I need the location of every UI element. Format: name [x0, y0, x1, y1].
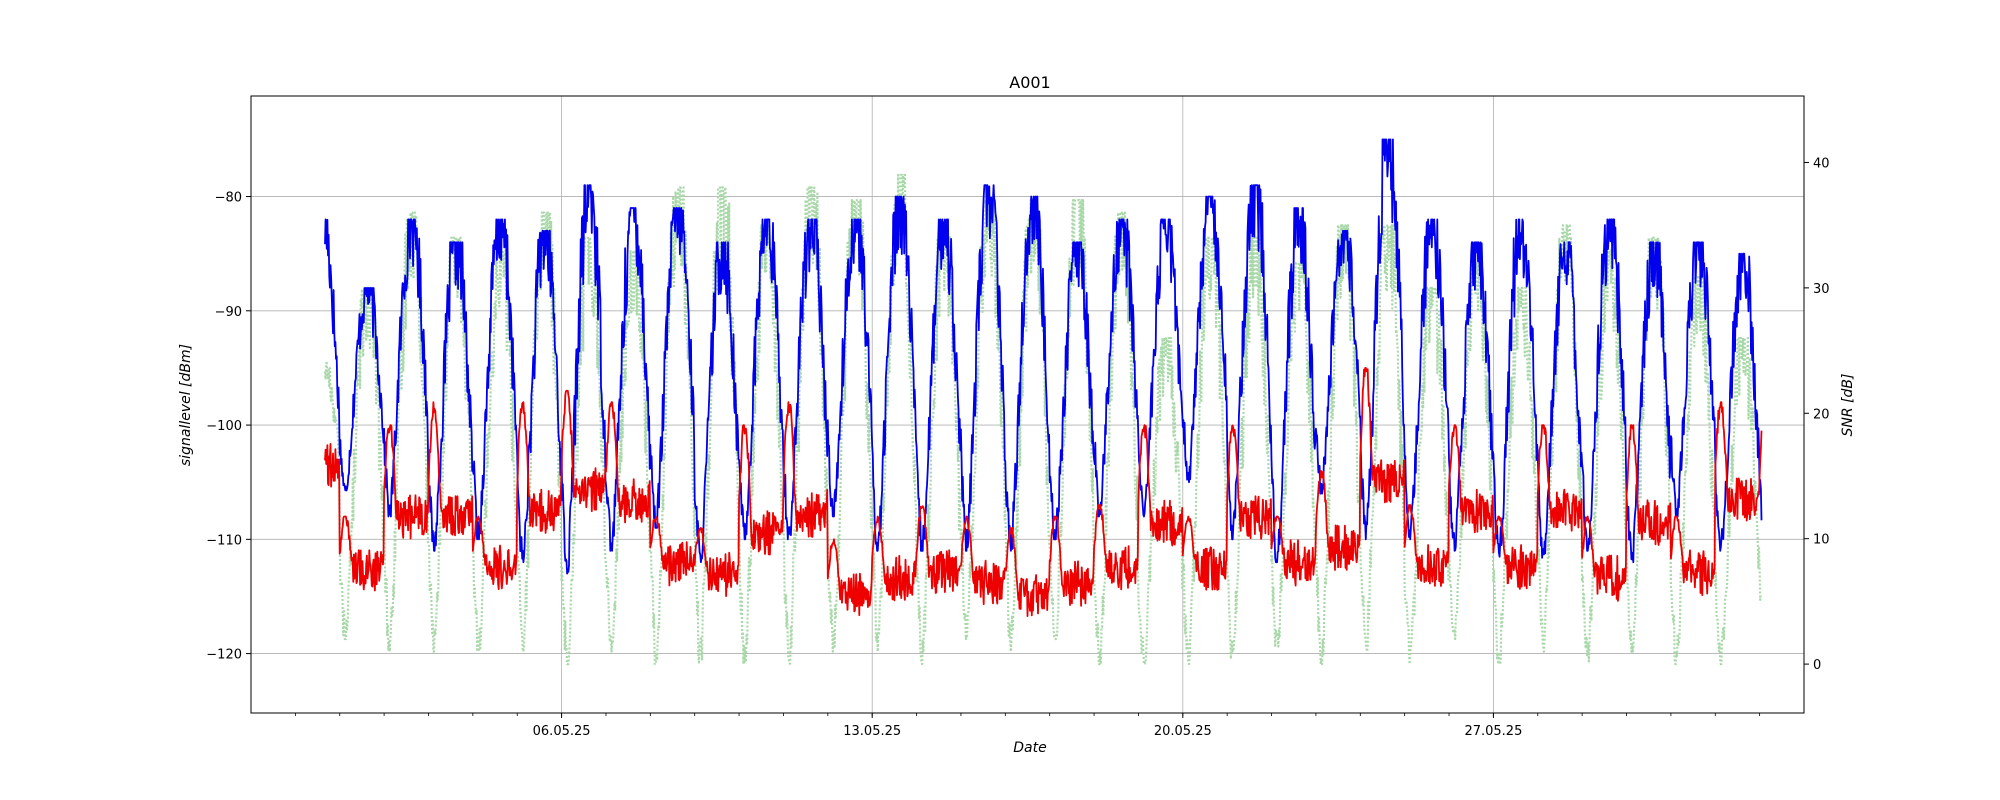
- y-left-tick-label: −80: [215, 191, 242, 206]
- series-line-0: [324, 138, 1763, 575]
- x-axis-label: Date: [1013, 740, 1046, 756]
- grid: [251, 96, 1804, 713]
- y-left-tick-label: −90: [215, 305, 242, 320]
- plot-frame: [250, 95, 1805, 714]
- y-axis-left-label: signallevel [dBm]: [178, 344, 194, 466]
- plot-area: [323, 138, 1763, 666]
- y-left-tick-label: −110: [206, 533, 242, 548]
- y-axis-right-label: SNR [dB]: [1840, 374, 1856, 437]
- x-tick-label: 06.05.25: [533, 724, 591, 739]
- y-right-tick-label: 20: [1813, 407, 1830, 422]
- y-right-tick-label: 10: [1813, 533, 1830, 548]
- y-left-tick-label: −100: [206, 419, 242, 434]
- x-tick-label: 20.05.25: [1154, 724, 1212, 739]
- y-left-tick-label: −120: [206, 648, 242, 663]
- y-right-tick-label: 40: [1813, 156, 1830, 171]
- y-right-tick-label: 0: [1813, 658, 1821, 673]
- x-tick-label: 27.05.25: [1464, 724, 1522, 739]
- x-tick-label: 13.05.25: [843, 724, 901, 739]
- axes: 06.05.25 13.05.25 20.05.25 27.05.25 −80 −90 −1…: [206, 156, 1829, 739]
- chart-title: A001: [1009, 73, 1050, 92]
- series-line-1: [324, 366, 1763, 617]
- y-right-tick-label: 30: [1813, 282, 1830, 297]
